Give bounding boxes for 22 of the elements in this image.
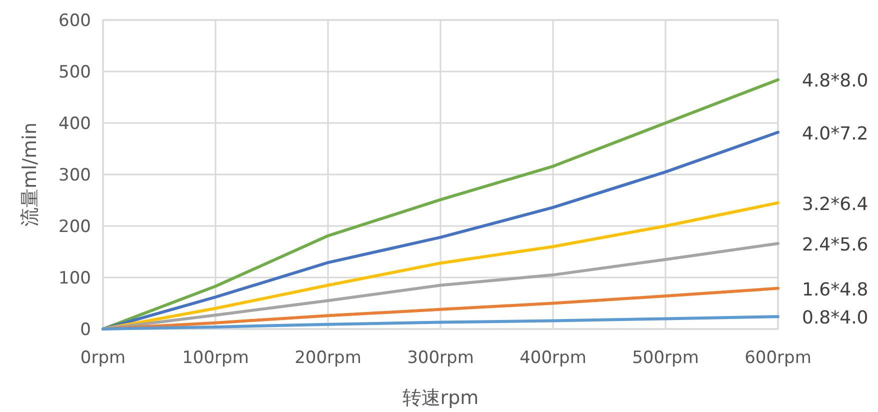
series-label: 2.4*5.6	[802, 234, 868, 256]
x-tick-label: 100rpm	[182, 348, 249, 368]
x-tick-label: 0rpm	[80, 348, 126, 368]
series-label: 4.8*8.0	[802, 70, 868, 92]
y-tick-label: 500	[58, 62, 91, 82]
y-tick-label: 400	[58, 114, 91, 134]
y-tick-label: 300	[58, 166, 91, 186]
x-tick-label: 200rpm	[294, 348, 362, 368]
y-tick-label: 200	[58, 217, 91, 237]
y-tick-label: 600	[58, 11, 91, 31]
x-tick-label: 300rpm	[407, 348, 474, 368]
y-tick-label: 100	[58, 268, 91, 288]
series-label: 1.6*4.8	[802, 279, 868, 300]
series-label: 4.0*7.2	[802, 123, 868, 144]
series-label: 0.8*4.0	[802, 308, 868, 329]
x-tick-label: 500rpm	[632, 348, 699, 368]
x-tick-label: 600rpm	[744, 348, 812, 368]
y-tick-label: 0	[80, 320, 91, 340]
x-tick-label: 400rpm	[520, 348, 586, 368]
series-label: 3.2*6.4	[802, 194, 868, 215]
y-axis-title: 流量ml/min	[19, 122, 41, 227]
x-axis-title: 转速rpm	[402, 387, 479, 409]
